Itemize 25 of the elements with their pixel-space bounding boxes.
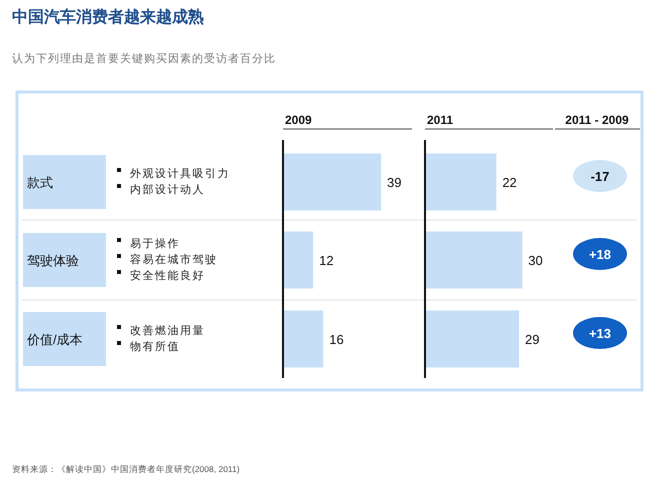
category-label: 价值/成本 <box>26 332 83 347</box>
data-label: 12 <box>319 253 334 268</box>
data-label: 16 <box>329 332 344 347</box>
text: 内部设计动人 <box>130 182 205 196</box>
data-label: 29 <box>525 332 540 347</box>
data-label: +18 <box>588 247 612 262</box>
text: 资料来源：《解读中国》中国消费者年度研究(2008, 2011) <box>12 464 240 474</box>
category-label: 款式 <box>27 175 53 190</box>
data-label: 30 <box>528 253 543 268</box>
text: 中国汽车消费者越来越成熟 <box>12 8 204 26</box>
category-label: 驾驶体验 <box>27 253 79 268</box>
text: 认为下列理由是首要关键购买因素的受访者百分比 <box>12 52 276 65</box>
chart-title: 2009 <box>285 113 312 127</box>
data-label: 39 <box>387 175 402 190</box>
text: 外观设计具吸引力 <box>130 166 230 180</box>
data-label: -17 <box>590 169 610 184</box>
text: 物有所值 <box>130 340 180 353</box>
text: 2011 - 2009 <box>565 113 630 127</box>
text: 安全性能良好 <box>130 268 205 282</box>
text: 容易在城市驾驶 <box>130 252 218 266</box>
text: 改善燃油用量 <box>130 324 205 337</box>
text: 易于操作 <box>130 236 180 250</box>
data-label: +13 <box>588 326 612 341</box>
chart-title: 2011 <box>427 113 454 127</box>
data-label: 22 <box>502 175 517 190</box>
